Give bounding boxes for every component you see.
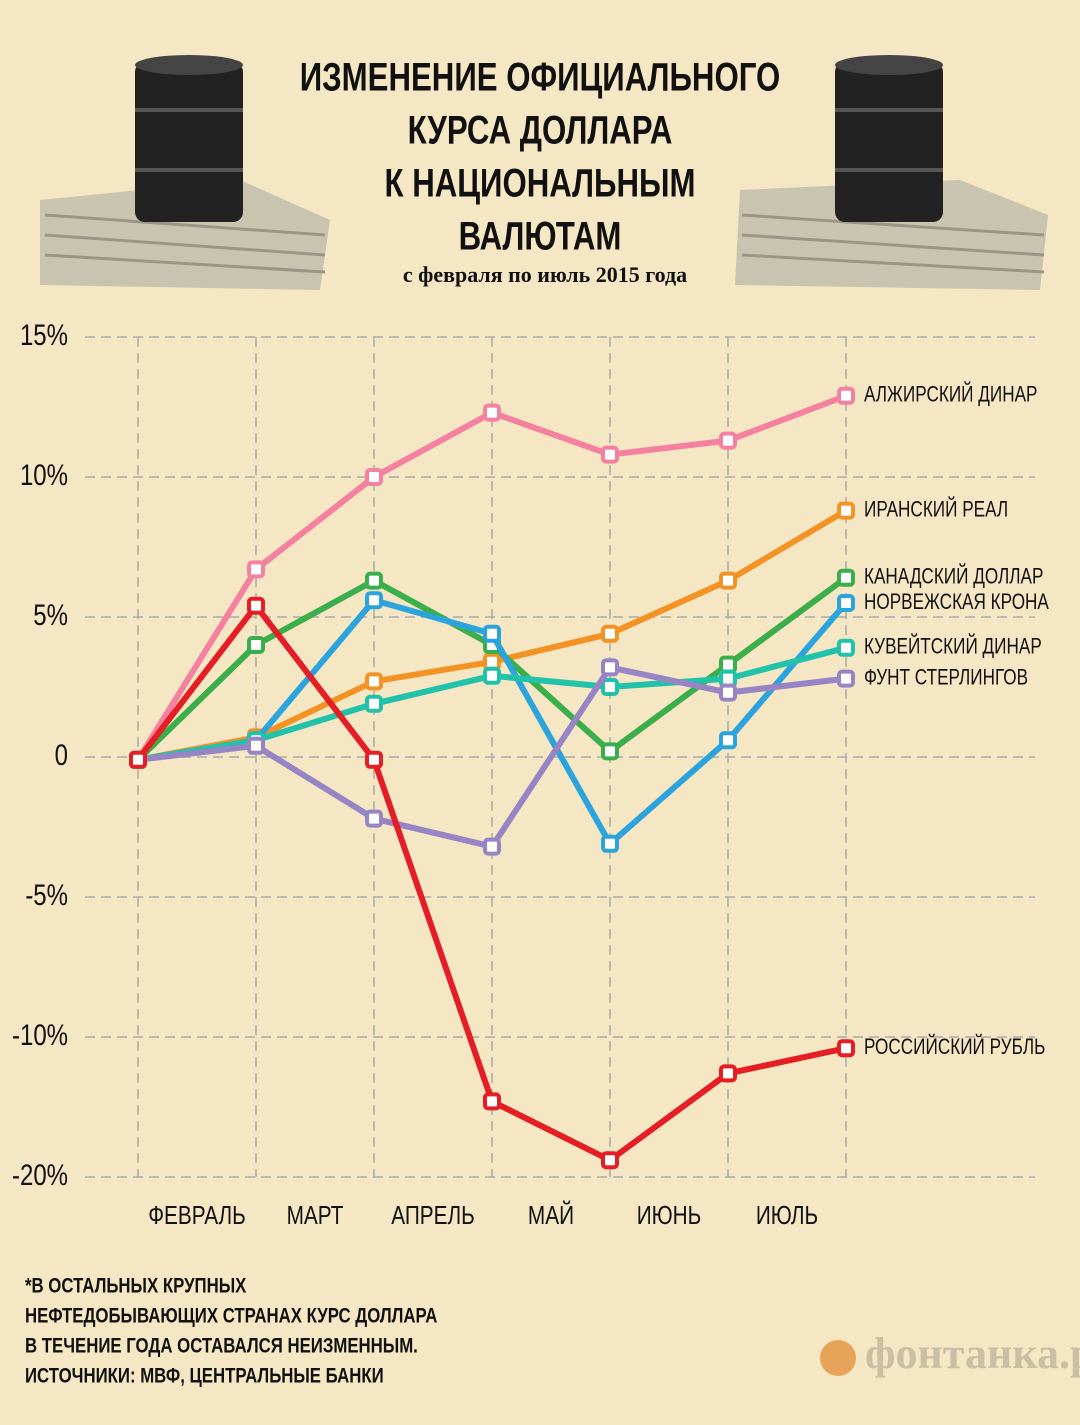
marker: [837, 594, 855, 612]
marker: [601, 658, 619, 677]
y-tick-label: -5%: [25, 877, 68, 911]
marker: [483, 624, 501, 643]
x-tick-label: ИЮНЬ: [637, 1201, 702, 1230]
marker: [837, 568, 855, 587]
subtitle: с февраля по июль 2015 года: [403, 262, 687, 287]
marker: [837, 638, 855, 657]
chart-title: КУРСА ДОЛЛАРА: [408, 108, 673, 153]
legend-label: РОССИЙСКИЙ РУБЛЬ: [864, 1033, 1045, 1060]
x-tick-label: ФЕВРАЛЬ: [148, 1201, 246, 1230]
marker: [601, 742, 619, 761]
barrel-left: [40, 55, 330, 290]
y-tick-label: 0: [55, 737, 68, 771]
y-tick-label: -10%: [12, 1017, 68, 1051]
legend-label: НОРВЕЖСКАЯ КРОНА: [864, 590, 1050, 615]
marker: [483, 652, 501, 671]
marker: [365, 468, 383, 486]
marker: [365, 694, 383, 713]
marker: [483, 837, 501, 856]
legend-label: КУВЕЙТСКИЙ ДИНАР: [864, 632, 1042, 659]
marker: [719, 655, 737, 674]
y-tick-label: 10%: [20, 457, 68, 491]
legend-label: КАНАДСКИЙ ДОЛЛАР: [864, 562, 1043, 589]
footnote: В ТЕЧЕНИЕ ГОДА ОСТАВАЛСЯ НЕИЗМЕННЫМ.: [25, 1335, 418, 1358]
marker: [601, 1151, 619, 1170]
marker: [601, 445, 619, 464]
legend-label: АЛЖИРСКИЙ ДИНАР: [864, 380, 1037, 407]
marker: [247, 636, 265, 654]
footnote: НЕФТЕДОБЫВАЮЩИХ СТРАНАХ КУРС ДОЛЛАРА: [25, 1305, 438, 1328]
x-tick-label: ИЮЛЬ: [756, 1201, 818, 1230]
marker: [601, 834, 619, 853]
marker: [365, 809, 383, 828]
chart-title: ВАЛЮТАМ: [459, 214, 622, 259]
chart-title: ИЗМЕНЕНИЕ ОФИЦИАЛЬНОГО: [300, 55, 781, 100]
marker: [837, 386, 855, 405]
marker: [247, 736, 265, 755]
logo-text: фонтанка.ру: [865, 1329, 1080, 1378]
y-tick-label: 15%: [20, 317, 68, 351]
chart-title: К НАЦИОНАЛЬНЫМ: [385, 161, 696, 206]
marker: [719, 1064, 737, 1083]
logo: фонтанка.ру: [820, 1329, 1080, 1378]
marker: [365, 672, 383, 691]
marker: [719, 683, 737, 702]
footnote: ИСТОЧНИКИ: МВФ, ЦЕНТРАЛЬНЫЕ БАНКИ: [25, 1365, 384, 1388]
marker: [719, 571, 737, 590]
marker: [483, 666, 501, 685]
marker: [365, 591, 383, 610]
marker: [601, 678, 619, 696]
marker: [719, 731, 737, 750]
marker: [837, 501, 855, 520]
marker: [483, 1092, 501, 1111]
x-tick-label: МАЙ: [528, 1200, 574, 1230]
x-tick-label: МАРТ: [287, 1201, 344, 1230]
legend-label: ИРАНСКИЙ РЕАЛ: [864, 495, 1008, 522]
marker: [719, 431, 737, 450]
marker: [601, 624, 619, 643]
footnote: *В ОСТАЛЬНЫХ КРУПНЫХ: [25, 1275, 247, 1298]
marker: [837, 1039, 855, 1058]
marker: [365, 750, 383, 769]
marker: [719, 669, 737, 688]
x-tick-label: АПРЕЛЬ: [391, 1201, 475, 1230]
marker: [247, 560, 265, 579]
marker: [365, 571, 383, 590]
marker: [247, 596, 265, 615]
marker: [837, 669, 855, 688]
marker: [129, 750, 147, 769]
legend-label: ФУНТ СТЕРЛИНГОВ: [864, 665, 1028, 690]
barrel-right: [735, 55, 1048, 290]
y-tick-label: -20%: [12, 1157, 68, 1191]
marker: [483, 403, 501, 422]
y-tick-label: 5%: [33, 597, 68, 631]
